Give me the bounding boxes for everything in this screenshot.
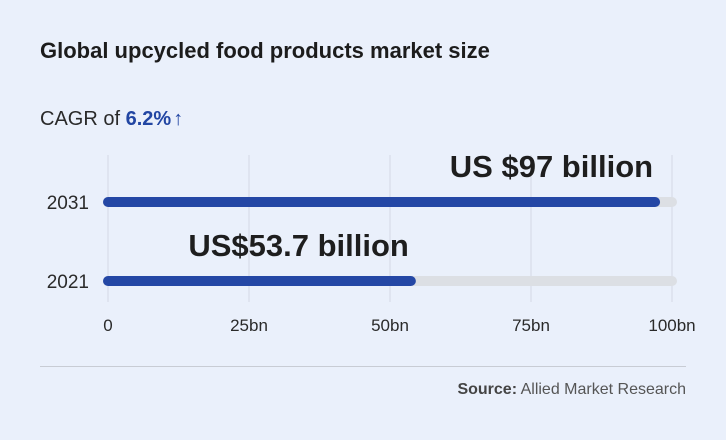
source-label: Source: (457, 381, 518, 398)
divider (40, 366, 686, 367)
source-note: Source: Allied Market Research (457, 381, 686, 399)
category-label: 2031 (47, 193, 89, 214)
value-label: US $97 billion (450, 149, 653, 184)
cagr-text: CAGR of 6.2% ↑ (40, 108, 183, 131)
chart-title: Global upcycled food products market siz… (40, 38, 490, 63)
x-tick-label: 100bn (648, 316, 695, 335)
up-arrow-icon: ↑ (173, 108, 184, 130)
x-tick-label: 50bn (371, 316, 409, 335)
source-text: Allied Market Research (520, 381, 686, 398)
x-tick-label: 75bn (512, 316, 550, 335)
value-label: US$53.7 billion (188, 228, 409, 263)
cagr-prefix: CAGR of (40, 108, 121, 130)
x-tick-label: 25bn (230, 316, 268, 335)
cagr-value: 6.2% (125, 108, 172, 130)
category-label: 2021 (47, 272, 89, 293)
x-tick-label: 0 (103, 316, 112, 335)
